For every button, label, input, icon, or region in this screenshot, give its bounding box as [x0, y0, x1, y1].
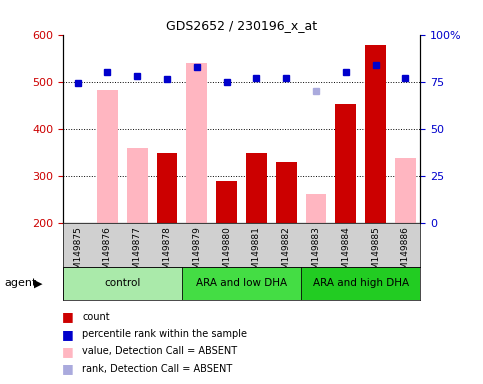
Text: GSM149883: GSM149883 — [312, 226, 320, 281]
Bar — [186, 63, 207, 223]
Text: ■: ■ — [62, 328, 73, 341]
Text: GSM149878: GSM149878 — [163, 226, 171, 281]
Text: GSM149879: GSM149879 — [192, 226, 201, 281]
Text: ■: ■ — [62, 310, 73, 323]
Bar — [276, 162, 297, 223]
Bar — [395, 158, 416, 223]
Text: ■: ■ — [62, 362, 73, 375]
Text: count: count — [82, 312, 110, 322]
Text: ■: ■ — [62, 345, 73, 358]
Bar — [216, 181, 237, 223]
Bar — [306, 195, 327, 223]
Bar — [156, 153, 177, 223]
Text: control: control — [104, 278, 141, 288]
Bar — [182, 267, 301, 300]
Bar — [97, 90, 118, 223]
Text: GSM149886: GSM149886 — [401, 226, 410, 281]
Text: GSM149881: GSM149881 — [252, 226, 261, 281]
Text: rank, Detection Call = ABSENT: rank, Detection Call = ABSENT — [82, 364, 232, 374]
Text: GSM149884: GSM149884 — [341, 226, 350, 281]
Text: ▶: ▶ — [34, 278, 43, 288]
Text: GSM149882: GSM149882 — [282, 226, 291, 281]
Bar — [63, 267, 182, 300]
Text: ARA and high DHA: ARA and high DHA — [313, 278, 409, 288]
Title: GDS2652 / 230196_x_at: GDS2652 / 230196_x_at — [166, 19, 317, 32]
Text: GSM149880: GSM149880 — [222, 226, 231, 281]
Bar — [246, 153, 267, 223]
Text: value, Detection Call = ABSENT: value, Detection Call = ABSENT — [82, 346, 237, 356]
Text: GSM149885: GSM149885 — [371, 226, 380, 281]
Text: GSM149876: GSM149876 — [103, 226, 112, 281]
Bar — [335, 104, 356, 223]
Bar — [127, 148, 148, 223]
Text: ARA and low DHA: ARA and low DHA — [196, 278, 287, 288]
Bar — [301, 267, 420, 300]
Text: GSM149875: GSM149875 — [73, 226, 82, 281]
Text: GSM149877: GSM149877 — [133, 226, 142, 281]
Text: agent: agent — [5, 278, 37, 288]
Bar — [365, 45, 386, 223]
Text: percentile rank within the sample: percentile rank within the sample — [82, 329, 247, 339]
